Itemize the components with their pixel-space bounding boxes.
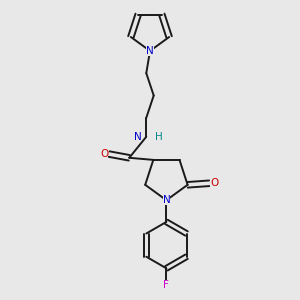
Text: N: N [146, 46, 154, 56]
Text: N: N [134, 132, 142, 142]
Text: F: F [164, 280, 169, 290]
Text: O: O [210, 178, 218, 188]
Text: O: O [100, 149, 108, 159]
Text: H: H [155, 132, 163, 142]
Text: N: N [163, 195, 170, 205]
